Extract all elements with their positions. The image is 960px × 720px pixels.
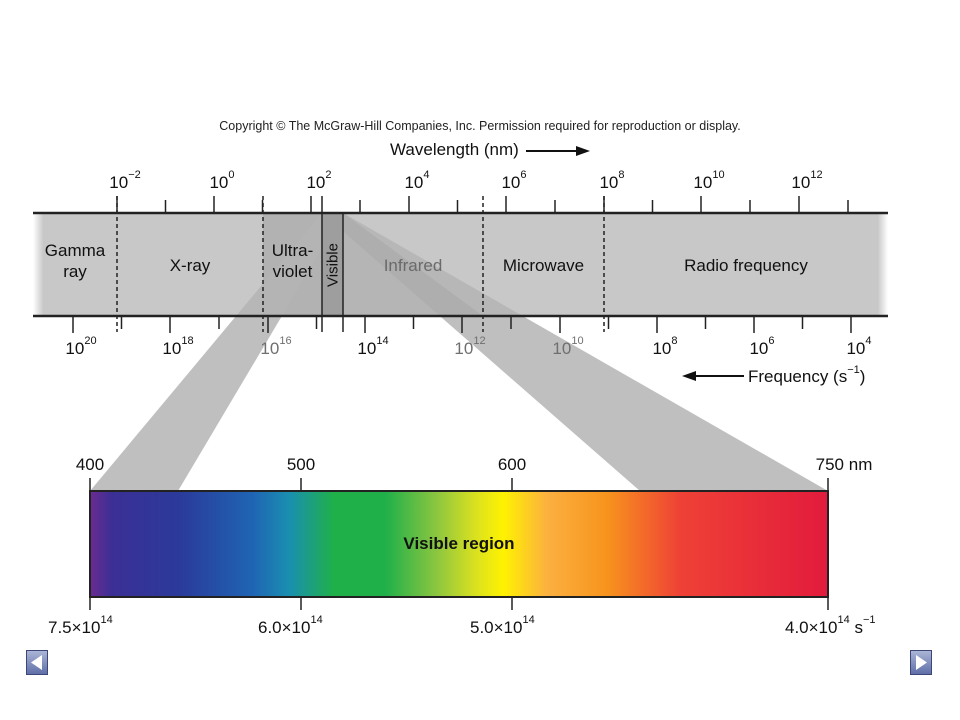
band-infrared: Infrared bbox=[383, 256, 443, 275]
projection-right bbox=[322, 213, 828, 491]
band-ultraviolet: Ultra- violet bbox=[263, 240, 322, 282]
vf2-mant: 6.0×10 bbox=[258, 618, 311, 637]
wavelength-tick-label: 104 bbox=[404, 169, 430, 192]
visible-wavelength-750: 750 nm bbox=[815, 455, 873, 474]
previous-slide-button[interactable] bbox=[26, 650, 48, 675]
triangle-left-icon bbox=[31, 655, 42, 670]
vf3-exp: 14 bbox=[522, 614, 535, 626]
frequency-tick-label: 1020 bbox=[65, 335, 97, 358]
frequency-title-exponent: −1 bbox=[847, 364, 860, 376]
frequency-tick-label: 1012 bbox=[454, 335, 486, 358]
wavelength-tick-label: 108 bbox=[599, 169, 625, 192]
frequency-tick-label: 104 bbox=[846, 335, 872, 358]
copyright-notice: Copyright © The McGraw-Hill Companies, I… bbox=[219, 119, 741, 133]
visible-frequency-3: 5.0×1014 bbox=[470, 614, 535, 638]
band-xray: X-ray bbox=[169, 256, 211, 275]
vf1-exp: 14 bbox=[100, 614, 113, 626]
band-radio-frequency: Radio frequency bbox=[684, 256, 808, 275]
wavelength-tick-label: 1012 bbox=[791, 169, 823, 192]
band-gamma-line2: ray bbox=[63, 262, 87, 281]
wavelength-tick-label: 100 bbox=[209, 169, 235, 192]
vf3-mant: 5.0×10 bbox=[470, 618, 523, 637]
visible-wavelength-600: 600 bbox=[497, 455, 527, 474]
visible-frequency-2: 6.0×1014 bbox=[258, 614, 323, 638]
vf1-mant: 7.5×10 bbox=[48, 618, 101, 637]
band-uv-line2: violet bbox=[272, 262, 313, 281]
right-arrow-icon bbox=[525, 145, 590, 156]
frequency-tick-label: 1010 bbox=[552, 335, 584, 358]
wavelength-tick-label: 102 bbox=[306, 169, 332, 192]
band-gamma-ray: Gamma ray bbox=[33, 240, 117, 282]
visible-region-label: Visible region bbox=[403, 534, 515, 553]
left-arrow-icon bbox=[682, 371, 744, 381]
wavelength-title-text: Wavelength (nm) bbox=[390, 140, 519, 159]
wavelength-tick-label: 1010 bbox=[693, 169, 725, 192]
frequency-title-text: Frequency (s bbox=[748, 367, 848, 386]
visible-frequency-1: 7.5×1014 bbox=[48, 614, 113, 638]
vf4-mant: 4.0×10 bbox=[785, 618, 838, 637]
infrared-shade bbox=[343, 213, 483, 316]
frequency-ticks bbox=[72, 316, 852, 333]
frequency-title-suffix: ) bbox=[859, 367, 866, 386]
vf4-exp: 14 bbox=[837, 614, 850, 626]
vf4-unit: s bbox=[849, 618, 863, 637]
band-visible: Visible bbox=[322, 214, 343, 316]
visible-slot bbox=[322, 213, 343, 316]
frequency-tick-label: 1016 bbox=[260, 335, 292, 358]
frequency-tick-label: 108 bbox=[652, 335, 678, 358]
band-uv-line1: Ultra- bbox=[271, 241, 314, 260]
frequency-tick-label: 1014 bbox=[357, 335, 389, 358]
next-slide-button[interactable] bbox=[910, 650, 932, 675]
vf2-exp: 14 bbox=[310, 614, 323, 626]
band-visible-text: Visible bbox=[324, 243, 341, 287]
visible-spectrum-bar bbox=[89, 490, 829, 598]
frequency-tick-label: 1018 bbox=[162, 335, 194, 358]
visible-wavelength-500: 500 bbox=[286, 455, 316, 474]
wavelength-tick-label: 106 bbox=[501, 169, 527, 192]
triangle-right-icon bbox=[916, 655, 927, 670]
frequency-axis-title: Frequency (s−1) bbox=[748, 364, 866, 387]
visible-wavelength-400: 400 bbox=[75, 455, 105, 474]
vf4-unit-exp: −1 bbox=[862, 614, 876, 626]
frequency-tick-label: 106 bbox=[749, 335, 775, 358]
wavelength-ticks bbox=[116, 196, 849, 213]
wavelength-tick-label: 10−2 bbox=[109, 169, 141, 192]
band-microwave: Microwave bbox=[502, 256, 585, 275]
visible-frequency-4: 4.0×1014 s−1 bbox=[785, 614, 876, 638]
band-gamma-line1: Gamma bbox=[44, 241, 106, 260]
projection-left bbox=[90, 213, 343, 491]
wavelength-axis-title: Wavelength (nm) bbox=[390, 140, 592, 160]
